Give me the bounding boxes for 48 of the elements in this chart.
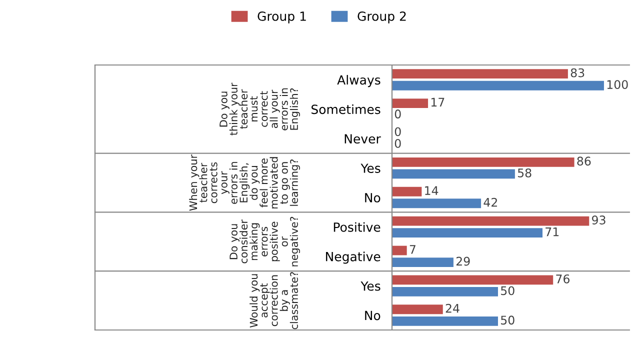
y-tick-label: Positive bbox=[334, 222, 380, 232]
bar bbox=[392, 316, 498, 326]
bar bbox=[392, 216, 590, 226]
text: Do you think your teacher must correct all your errors in English? bbox=[220, 82, 300, 136]
text: When your teacher corrects your errors in English, do you feel more motivated to go on learning? bbox=[189, 154, 300, 211]
data-label: 0 bbox=[394, 110, 401, 118]
data-label: 42 bbox=[484, 198, 497, 207]
data-label: 50 bbox=[501, 316, 514, 325]
bar bbox=[392, 258, 454, 267]
data-label: 24 bbox=[446, 304, 460, 313]
y-tick-label: Always bbox=[337, 74, 380, 88]
data-label: 100 bbox=[607, 80, 628, 90]
text: Would you accept correction by a classmate? bbox=[250, 272, 298, 330]
data-label: 29 bbox=[456, 256, 470, 266]
bar bbox=[392, 228, 543, 238]
data-label: 58 bbox=[518, 168, 532, 178]
data-label: 0 bbox=[394, 127, 401, 136]
bar bbox=[392, 304, 443, 314]
text: Do you consider making errors positive or negative? bbox=[230, 216, 300, 266]
data-label: 0 bbox=[394, 138, 401, 148]
bar bbox=[392, 246, 407, 256]
legend-label: Group 1 bbox=[258, 11, 306, 24]
bar bbox=[392, 69, 568, 79]
data-label: 7 bbox=[410, 245, 416, 254]
bar bbox=[392, 80, 604, 90]
data-label: 83 bbox=[570, 68, 584, 78]
data-label: 14 bbox=[425, 186, 438, 195]
bar bbox=[392, 186, 422, 196]
bar bbox=[392, 157, 574, 167]
y-tick-label: Yes bbox=[360, 164, 380, 173]
bar bbox=[392, 98, 428, 108]
data-label: 93 bbox=[592, 216, 606, 224]
y-tick-label: Negative bbox=[326, 252, 380, 264]
y-tick-label: Never bbox=[344, 134, 381, 144]
y-tick-label: No bbox=[365, 193, 380, 202]
data-label: 86 bbox=[577, 156, 591, 166]
data-label: 76 bbox=[556, 274, 570, 284]
bar bbox=[392, 198, 482, 208]
data-label: 17 bbox=[431, 98, 444, 107]
y-tick-label: No bbox=[365, 310, 380, 320]
bar bbox=[392, 275, 554, 285]
bar bbox=[392, 169, 515, 179]
data-label: 50 bbox=[501, 286, 514, 296]
y-tick-label: Yes bbox=[360, 281, 380, 291]
y-tick-label: Sometimes bbox=[312, 104, 380, 114]
legend-label: Group 2 bbox=[358, 11, 406, 24]
data-label: 71 bbox=[546, 227, 559, 236]
bar bbox=[392, 287, 498, 296]
